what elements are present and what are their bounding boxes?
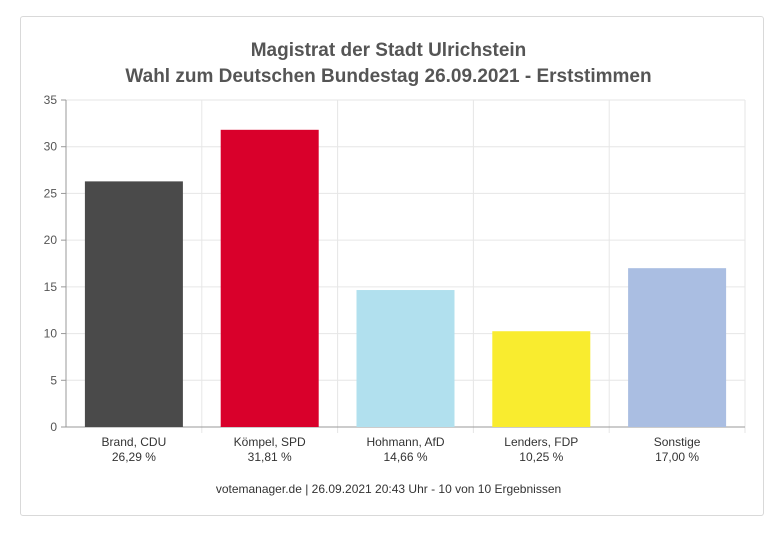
x-category-label: Hohmann, AfD	[366, 435, 444, 449]
x-value-label: 31,81 %	[248, 450, 292, 464]
y-tick-label: 25	[44, 186, 58, 200]
x-value-label: 10,25 %	[519, 450, 563, 464]
y-tick-label: 30	[44, 140, 58, 154]
chart-title: Magistrat der Stadt Ulrichstein	[250, 40, 527, 61]
chart-subtitle: Wahl zum Deutschen Bundestag 26.09.2021 …	[125, 66, 652, 87]
x-value-label: 17,00 %	[655, 450, 699, 464]
bar	[492, 331, 591, 427]
x-category-label: Brand, CDU	[102, 435, 167, 449]
x-category-label: Lenders, FDP	[504, 435, 578, 449]
bar	[628, 268, 727, 427]
y-tick-label: 20	[44, 233, 58, 247]
x-value-label: 26,29 %	[112, 450, 156, 464]
chart-footer: votemanager.de | 26.09.2021 20:43 Uhr - …	[215, 482, 562, 496]
x-value-label: 14,66 %	[383, 450, 427, 464]
bar	[220, 129, 319, 427]
bar	[84, 181, 183, 427]
y-tick-label: 5	[50, 373, 57, 387]
y-tick-label: 0	[50, 420, 57, 434]
y-tick-label: 35	[44, 93, 58, 107]
x-category-label: Sonstige	[654, 435, 701, 449]
y-tick-label: 15	[44, 280, 58, 294]
y-tick-label: 10	[44, 327, 58, 341]
x-category-label: Kömpel, SPD	[234, 435, 306, 449]
bar	[356, 290, 455, 427]
